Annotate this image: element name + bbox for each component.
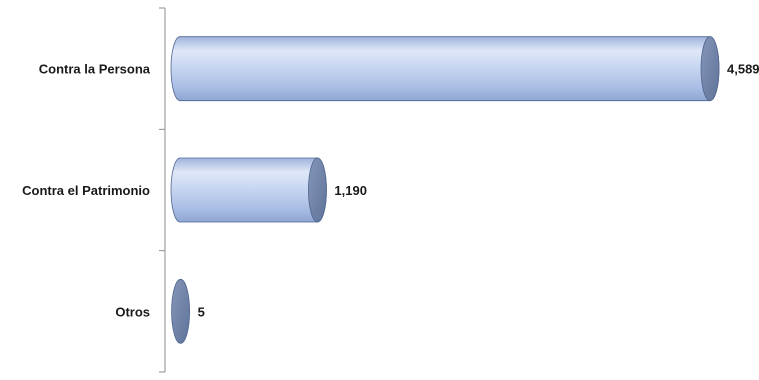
bar-body: [170, 157, 327, 223]
category-label: Contra la Persona: [39, 62, 151, 77]
category-labels-group: Contra la Persona Contra el Patrimonio Otr…: [22, 62, 151, 320]
category-label: Otros: [115, 304, 150, 319]
bar-1: [170, 157, 327, 223]
bar-0: [170, 36, 720, 102]
bar-end-cap: [308, 157, 327, 223]
value-label: 1,190: [334, 183, 367, 198]
bar-end-cap: [171, 278, 190, 344]
value-label: 5: [198, 304, 205, 319]
value-label: 4,589: [727, 62, 759, 77]
bars-group: [170, 36, 720, 344]
category-axis-ticks: [159, 7, 165, 373]
bar-end-cap: [700, 36, 720, 102]
value-labels-group: 4,589 1,190 5: [198, 62, 759, 320]
bar-2: [171, 278, 190, 344]
category-label: Contra el Patrimonio: [22, 183, 150, 198]
bar-body: [170, 36, 720, 102]
